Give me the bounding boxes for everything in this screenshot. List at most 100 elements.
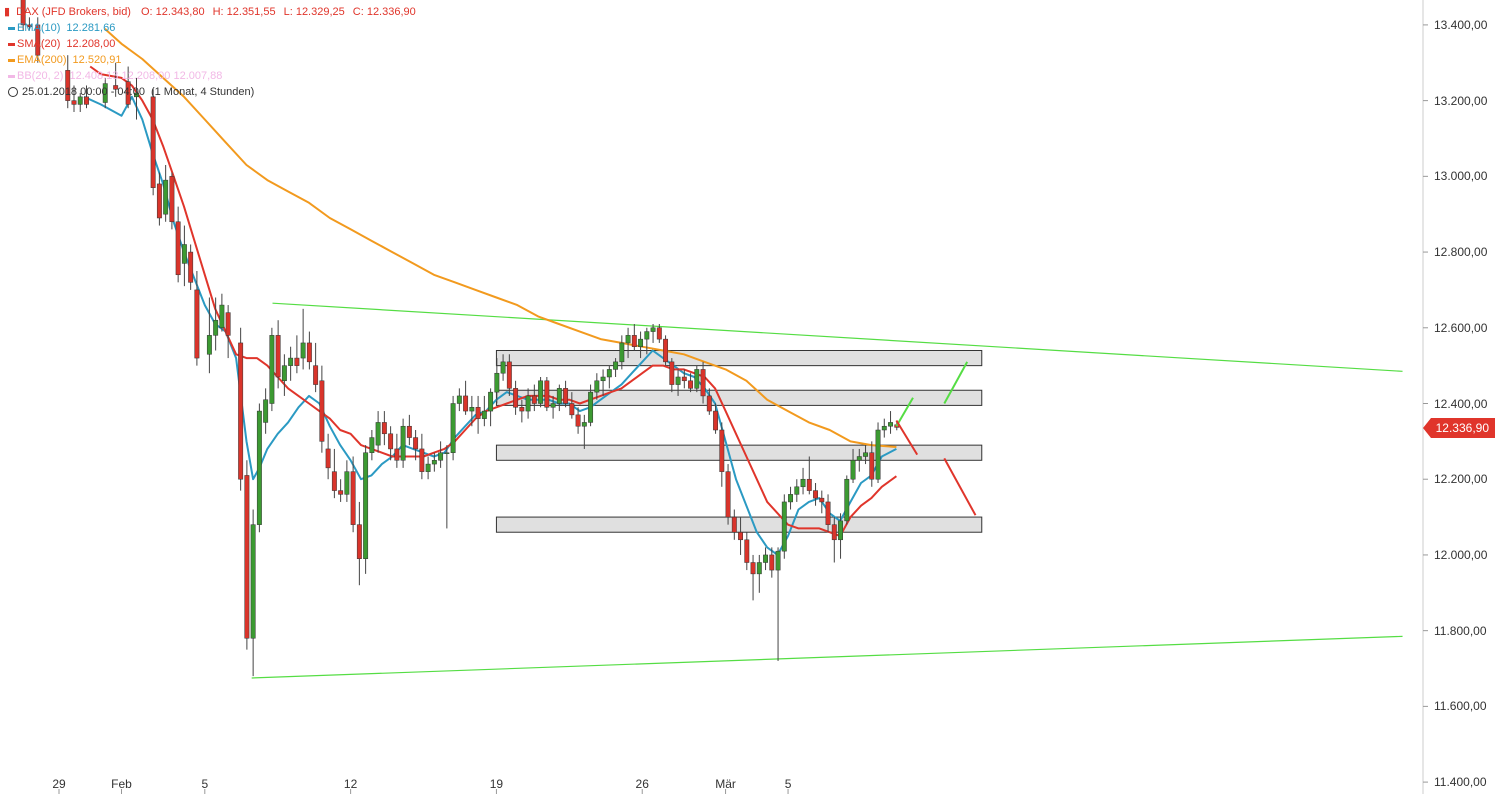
candle-body (888, 422, 893, 427)
candle-71 (538, 376, 544, 408)
y-tick-label: 13.400,00 (1434, 17, 1488, 32)
candle-body (213, 319, 219, 336)
ohlc-high: H: 12.351,55 (212, 6, 276, 18)
candle-body (594, 380, 600, 393)
candle-body (319, 380, 325, 442)
candle-74 (556, 384, 562, 412)
candle-body (838, 520, 843, 541)
candle-59 (463, 380, 469, 415)
candle-94 (681, 369, 687, 389)
candle-70 (531, 384, 537, 412)
candle-55 (438, 441, 444, 468)
candle-body (869, 452, 875, 480)
candle-body (619, 342, 625, 363)
candle-body (331, 471, 337, 491)
projection-2 (895, 419, 919, 456)
candle-body (625, 335, 631, 344)
candle-13 (163, 164, 169, 222)
candle-body (494, 372, 500, 393)
zone-2 (495, 444, 983, 461)
candle-9 (125, 66, 131, 109)
candle-5 (77, 93, 83, 112)
candle-25 (250, 509, 256, 677)
candle-body (125, 81, 131, 105)
candle-body (475, 407, 481, 419)
candle-body (275, 335, 281, 378)
candle-body (631, 335, 637, 347)
projection-lines (895, 361, 977, 516)
candle-body (513, 388, 519, 408)
candle-2 (35, 17, 41, 63)
candle-93 (675, 369, 681, 396)
candle-body (531, 395, 537, 404)
candle-4 (71, 85, 77, 112)
candle-body (456, 395, 462, 404)
period-range: 25.01.2018 00:00 - 04:00 (22, 86, 145, 98)
candle-body (700, 369, 706, 397)
candle-body (102, 83, 108, 103)
candle-body (431, 460, 437, 465)
legend-indicator-value: 12.408,13 12.208,00 12.007,88 (69, 70, 223, 82)
candle-34 (306, 331, 312, 370)
candle-57 (450, 395, 456, 461)
candle-95 (688, 373, 694, 393)
candle-body (844, 478, 850, 522)
period-timeframe: (1 Monat, 4 Stunden) (150, 86, 255, 98)
candle-body (638, 338, 644, 347)
candle-body (381, 422, 387, 435)
candle-50 (406, 414, 412, 446)
projection-1 (943, 361, 969, 404)
candle-78 (581, 414, 587, 449)
legend-indicator-2: EMA(200) 12.520,91 (0, 52, 420, 68)
candle-112 (794, 479, 800, 502)
candle-40 (344, 460, 350, 502)
candle-44 (369, 430, 375, 461)
period-icon (8, 87, 18, 97)
legend-indicator-value: 12.281,66 (66, 22, 116, 34)
candle-body (306, 342, 312, 363)
y-tick-label: 12.800,00 (1434, 245, 1488, 260)
legend-indicator-name: EMA(10) (17, 22, 61, 34)
candle-22 (225, 305, 231, 359)
candle-75 (563, 380, 569, 408)
candle-body (294, 357, 300, 366)
current-price-tag: 12.336,90 (1423, 418, 1495, 438)
candle-body (850, 460, 856, 480)
candle-body (20, 0, 26, 26)
candle-81 (600, 369, 606, 396)
candle-body (544, 380, 550, 408)
candle-body (444, 452, 450, 454)
legend-indicator-value: 12.208,00 (66, 38, 116, 50)
y-tick-label: 12.200,00 (1434, 472, 1488, 487)
candle-43 (363, 445, 369, 574)
candle-body (369, 437, 375, 453)
candle-body (563, 388, 569, 404)
candle-body (788, 494, 793, 503)
candle-body (569, 403, 575, 416)
candle-body (400, 425, 406, 461)
candle-8 (113, 62, 119, 97)
ohlc-open: O: 12.343,80 (140, 6, 205, 18)
candle-10 (134, 77, 139, 120)
candle-84 (619, 335, 625, 370)
candle-body (588, 391, 594, 423)
x-tick-label: Mär (715, 777, 736, 791)
candle-body (313, 365, 319, 385)
candle-35 (313, 342, 319, 393)
candle-body (538, 380, 544, 404)
candle-46 (381, 411, 387, 446)
candle-121 (850, 448, 856, 484)
candle-body (731, 516, 737, 533)
candle-105 (750, 554, 756, 601)
candle-body (263, 399, 269, 423)
candle-98 (706, 388, 712, 415)
candle-body (681, 376, 687, 382)
candle-107 (763, 547, 769, 571)
candle-body (219, 304, 225, 329)
candle-body (300, 342, 306, 359)
candle-body (775, 550, 781, 571)
candle-32 (294, 335, 300, 374)
candle-7 (102, 77, 108, 109)
legend-indicator-1: SMA(20) 12.208,00 (0, 36, 420, 52)
